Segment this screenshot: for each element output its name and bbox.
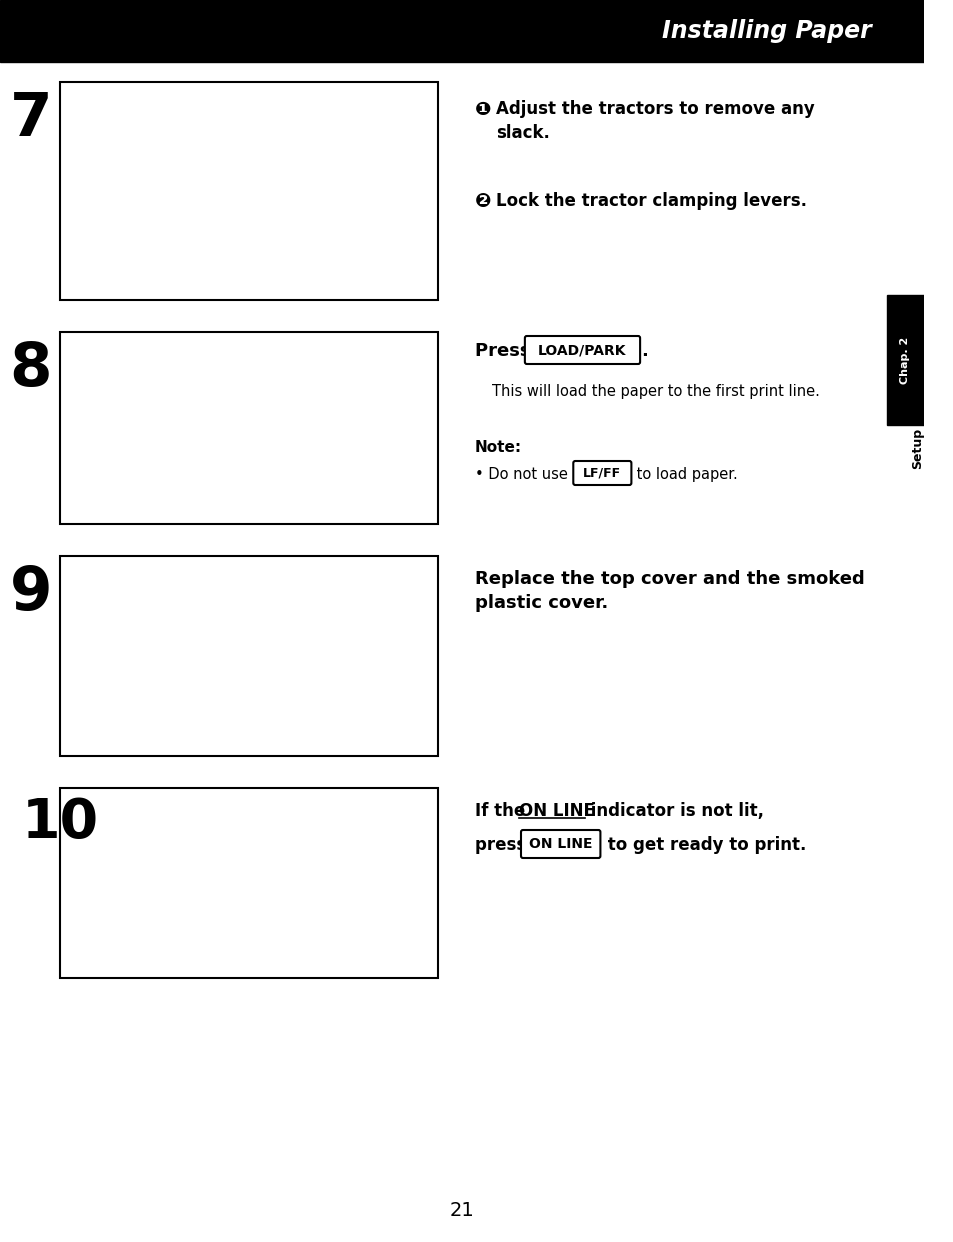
Bar: [886, 296, 923, 425]
Text: to get ready to print.: to get ready to print.: [601, 836, 806, 854]
FancyBboxPatch shape: [573, 461, 631, 484]
Text: If the: If the: [474, 802, 530, 820]
Text: 7: 7: [10, 89, 52, 149]
Text: Installing Paper: Installing Paper: [661, 19, 871, 43]
Bar: [0, 0, 923, 62]
Bar: [60, 332, 437, 524]
Text: Lock the tractor clamping levers.: Lock the tractor clamping levers.: [496, 193, 806, 210]
Text: ❶: ❶: [474, 101, 491, 119]
Text: Press: Press: [474, 342, 536, 360]
Text: 9: 9: [10, 564, 52, 623]
Text: Chap. 2: Chap. 2: [900, 337, 909, 384]
Text: • Do not use: • Do not use: [474, 467, 572, 482]
Text: Adjust the tractors to remove any
slack.: Adjust the tractors to remove any slack.: [496, 101, 814, 142]
Text: ❷: ❷: [474, 193, 491, 211]
Text: ON LINE: ON LINE: [518, 802, 595, 820]
Bar: [60, 787, 437, 977]
Text: to load paper.: to load paper.: [632, 467, 738, 482]
Text: LF/FF: LF/FF: [582, 467, 620, 479]
Text: .: .: [640, 342, 647, 360]
Text: press: press: [474, 836, 531, 854]
Text: 8: 8: [10, 340, 52, 399]
Bar: [60, 556, 437, 756]
Text: 10: 10: [21, 796, 98, 850]
Text: LOAD/PARK: LOAD/PARK: [537, 343, 626, 356]
Text: indicator is not lit,: indicator is not lit,: [584, 802, 763, 820]
FancyBboxPatch shape: [520, 830, 599, 858]
Text: This will load the paper to the first print line.: This will load the paper to the first pr…: [492, 384, 819, 399]
FancyBboxPatch shape: [524, 337, 639, 364]
Text: Setup: Setup: [910, 427, 923, 468]
Text: 21: 21: [449, 1201, 474, 1220]
Text: ON LINE: ON LINE: [528, 837, 592, 851]
Bar: [60, 82, 437, 301]
Text: Replace the top cover and the smoked
plastic cover.: Replace the top cover and the smoked pla…: [474, 570, 863, 611]
Text: Note:: Note:: [474, 440, 521, 455]
